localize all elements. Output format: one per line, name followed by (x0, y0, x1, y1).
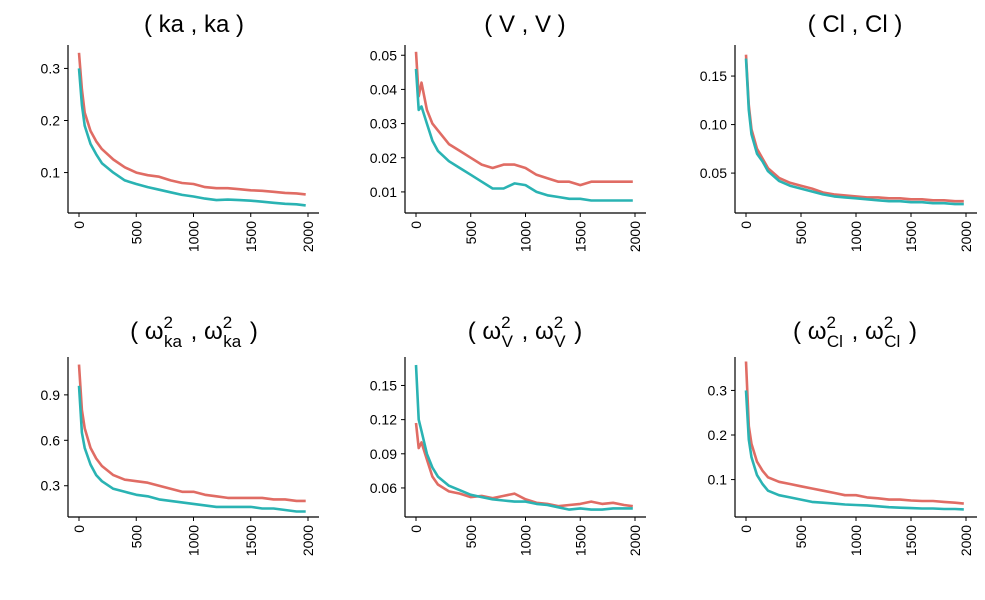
x-tick-label: 500 (463, 525, 479, 549)
panel-title: ( ω2 ka , ω2 ka ) (130, 313, 258, 351)
panel-5: 0.06 0.09 0.12 0.15 0 500 1000 1500 2000 ( ω2 V , … (370, 313, 646, 556)
y-tick-label: 0.1 (41, 165, 61, 181)
x-tick-label: 0 (408, 525, 424, 533)
y-tick-label: 0.2 (41, 112, 61, 128)
y-tick-label: 0.1 (708, 472, 728, 488)
y-tick-label: 0.6 (41, 432, 61, 448)
x-tick-label: 1000 (518, 525, 534, 556)
x-tick-label: 2000 (300, 221, 316, 252)
series-teal-line (744, 390, 964, 511)
x-tick-label: 1500 (243, 221, 259, 252)
y-tick-label: 0.15 (370, 377, 397, 393)
y-tick-label: 0.3 (41, 478, 61, 494)
series-teal-line (744, 58, 964, 206)
series-teal-line (77, 385, 306, 513)
y-tick-label: 0.03 (370, 116, 397, 132)
panel-3: 0.05 0.10 0.15 0 500 1000 1500 2000 ( Cl , Cl ) (700, 11, 977, 252)
y-tick-label: 0.05 (700, 165, 727, 181)
series-red-line (77, 364, 306, 503)
y-tick-label: 0.05 (370, 47, 397, 63)
x-tick-label: 500 (793, 221, 809, 245)
y-tick-label: 0.09 (370, 446, 397, 462)
x-tick-label: 0 (71, 221, 87, 229)
x-tick-label: 2000 (958, 221, 974, 252)
panel-title: ( ka , ka ) (144, 11, 244, 38)
x-tick-label: 0 (738, 221, 754, 229)
y-tick-label: 0.06 (370, 480, 397, 496)
y-tick-label: 0.04 (370, 81, 397, 97)
x-tick-label: 500 (793, 525, 809, 549)
y-tick-label: 0.02 (370, 150, 397, 166)
x-tick-label: 0 (408, 221, 424, 229)
x-tick-label: 2000 (627, 221, 643, 252)
y-tick-label: 0.9 (41, 387, 61, 403)
x-tick-label: 1000 (186, 221, 202, 252)
y-tick-label: 0.01 (370, 184, 397, 200)
panel-title: ( ω2 V , ω2 V ) (468, 313, 583, 351)
y-tick-label: 0.15 (700, 68, 727, 84)
series-teal-line (77, 68, 306, 207)
x-tick-label: 500 (128, 221, 144, 245)
x-tick-label: 1500 (572, 525, 588, 556)
panel-title: ( ω2 Cl , ω2 Cl ) (793, 313, 917, 351)
panel-2: 0.01 0.02 0.03 0.04 0.05 0 500 1000 1500 2000 ( V … (370, 11, 646, 252)
y-tick-label: 0.3 (708, 382, 728, 398)
y-tick-label: 0.3 (41, 60, 61, 76)
x-tick-label: 500 (128, 525, 144, 549)
x-tick-label: 0 (738, 525, 754, 533)
panel-6: 0.1 0.2 0.3 0 500 1000 1500 2000 ( ω2 Cl , ω2 Cl ) (708, 313, 977, 556)
panel-1: 0.1 0.2 0.3 0 500 1000 1500 2000 ( ka , ka ) (41, 11, 319, 252)
series-red-line (77, 52, 306, 196)
series-teal-line (414, 364, 633, 511)
x-tick-label: 1000 (848, 221, 864, 252)
y-tick-label: 0.10 (700, 117, 727, 133)
series-red-line (414, 422, 633, 508)
x-tick-label: 1000 (518, 221, 534, 252)
y-tick-label: 0.12 (370, 412, 397, 428)
x-tick-label: 1000 (186, 525, 202, 556)
x-tick-label: 2000 (627, 525, 643, 556)
panel-title: ( Cl , Cl ) (808, 11, 903, 38)
x-tick-label: 1500 (243, 525, 259, 556)
series-red-line (414, 51, 633, 187)
series-red-line (744, 54, 964, 203)
y-tick-label: 0.2 (708, 427, 728, 443)
x-tick-label: 2000 (958, 525, 974, 556)
x-tick-label: 0 (71, 525, 87, 533)
panel-title: ( V , V ) (484, 11, 565, 38)
x-tick-label: 1500 (572, 221, 588, 252)
x-tick-label: 500 (463, 221, 479, 245)
x-tick-label: 1500 (903, 525, 919, 556)
panel-4: 0.3 0.6 0.9 0 500 1000 1500 2000 ( ω2 ka , ω2 ka ) (41, 313, 319, 556)
x-tick-label: 2000 (300, 525, 316, 556)
series-red-line (744, 361, 964, 505)
series-teal-line (414, 68, 633, 202)
x-tick-label: 1500 (903, 221, 919, 252)
x-tick-label: 1000 (848, 525, 864, 556)
